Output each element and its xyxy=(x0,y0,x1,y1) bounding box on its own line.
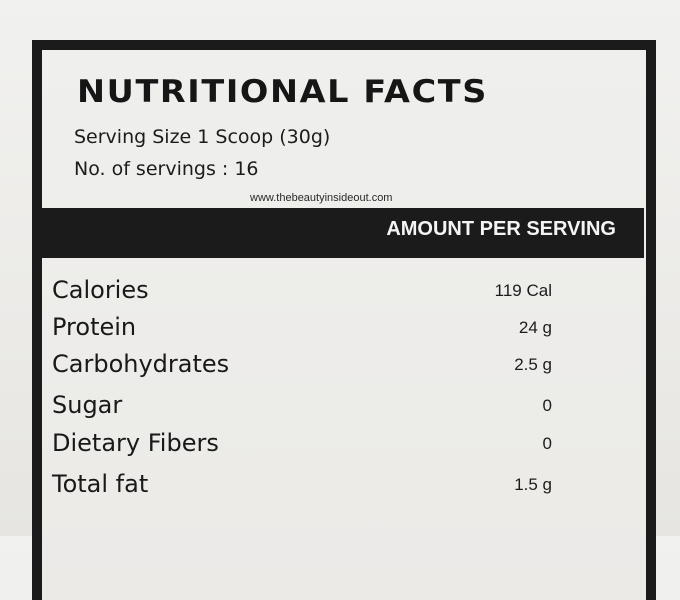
nutrient-name: Sugar xyxy=(52,391,123,419)
nutrient-row-calories: Calories 119 Cal xyxy=(52,276,552,310)
nutrient-amount: 1.5 g xyxy=(514,475,552,494)
nutrient-amount: 2.5 g xyxy=(514,355,552,374)
label-title: NUTRITIONAL FACTS xyxy=(77,74,488,110)
nutrient-row-dietary-fibers: Dietary Fibers 0 xyxy=(52,429,552,463)
nutrient-amount: 119 Cal xyxy=(494,281,552,300)
watermark-text: www.thebeautyinsideout.com xyxy=(250,192,393,204)
servings-count: No. of servings : 16 xyxy=(74,158,259,180)
nutrient-row-carbohydrates: Carbohydrates 2.5 g xyxy=(52,350,552,384)
nutrient-name: Calories xyxy=(52,276,149,304)
nutrient-amount: 0 xyxy=(542,434,552,453)
nutrient-row-protein: Protein 24 g xyxy=(52,313,552,347)
amount-per-serving-label: AMOUNT PER SERVING xyxy=(386,218,616,240)
nutrient-name: Carbohydrates xyxy=(52,350,230,378)
nutrient-amount: 24 g xyxy=(518,318,552,337)
nutrient-amount: 0 xyxy=(542,396,552,415)
serving-size: Serving Size 1 Scoop (30g) xyxy=(74,126,331,148)
nutrient-row-total-fat: Total fat 1.5 g xyxy=(52,470,552,504)
nutrient-name: Total fat xyxy=(52,470,149,498)
nutrient-name: Protein xyxy=(52,313,137,341)
nutrient-row-sugar: Sugar 0 xyxy=(52,391,552,425)
amount-per-serving-band: AMOUNT PER SERVING xyxy=(32,208,644,258)
nutrient-name: Dietary Fibers xyxy=(52,429,219,457)
nutrition-label-panel xyxy=(32,40,656,600)
